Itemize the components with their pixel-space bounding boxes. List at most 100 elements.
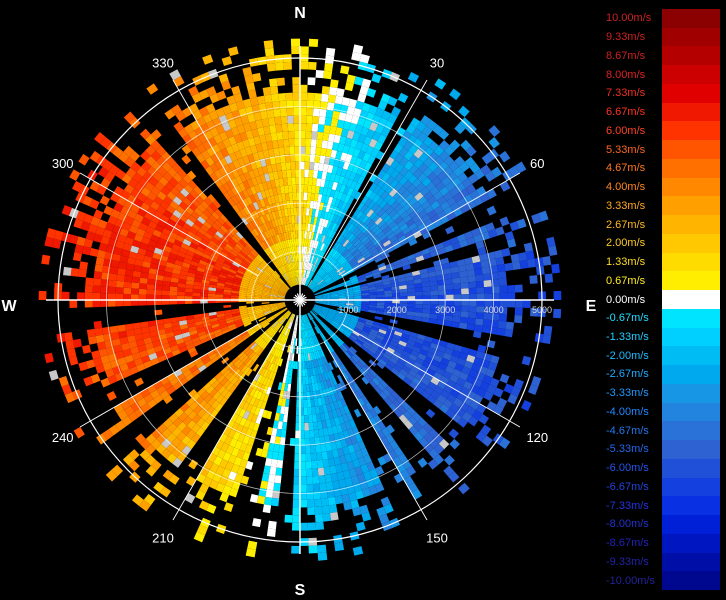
velocity-cell xyxy=(278,267,284,275)
velocity-cell xyxy=(290,231,294,240)
velocity-cell xyxy=(271,235,277,244)
velocity-cell xyxy=(340,320,349,326)
velocity-cell xyxy=(209,172,219,182)
velocity-cell xyxy=(438,289,446,296)
velocity-cell xyxy=(309,271,314,280)
velocity-cell xyxy=(180,365,190,374)
velocity-cell xyxy=(291,522,300,531)
velocity-cell xyxy=(361,487,371,498)
velocity-cell xyxy=(553,290,562,300)
velocity-cell xyxy=(306,484,314,493)
velocity-cell xyxy=(261,302,270,305)
velocity-cell xyxy=(143,393,154,404)
velocity-cell xyxy=(421,177,432,187)
velocity-cell xyxy=(370,344,379,352)
velocity-cell xyxy=(133,357,144,367)
velocity-cell xyxy=(357,319,366,324)
velocity-cell xyxy=(180,242,190,250)
velocity-cell xyxy=(215,465,225,476)
velocity-cell xyxy=(363,119,372,129)
velocity-cell xyxy=(340,363,348,372)
velocity-cell xyxy=(376,244,385,252)
colorbar-swatch xyxy=(662,158,720,179)
velocity-cell xyxy=(206,503,217,514)
velocity-cell xyxy=(371,342,380,349)
velocity-cell xyxy=(198,259,208,266)
velocity-cell xyxy=(140,271,149,279)
velocity-cell xyxy=(300,115,307,124)
velocity-cell xyxy=(306,115,313,124)
velocity-cell xyxy=(331,222,338,231)
velocity-cell xyxy=(225,278,234,284)
velocity-cell xyxy=(422,300,431,305)
velocity-cell xyxy=(399,354,409,362)
colorbar-swatch xyxy=(662,9,720,29)
velocity-cell xyxy=(174,333,184,341)
velocity-cell xyxy=(369,468,379,479)
velocity-cell xyxy=(263,125,271,135)
velocity-cell xyxy=(277,421,283,430)
velocity-cell xyxy=(305,123,313,132)
velocity-cell xyxy=(138,283,148,290)
velocity-cell xyxy=(345,304,354,308)
velocity-cell xyxy=(392,334,402,341)
velocity-cell xyxy=(222,369,231,378)
velocity-cell xyxy=(507,284,516,293)
velocity-cell xyxy=(422,422,433,433)
velocity-cell xyxy=(335,408,343,417)
velocity-cell xyxy=(157,237,167,246)
velocity-cell xyxy=(475,280,485,288)
velocity-cell xyxy=(145,145,156,156)
velocity-cell xyxy=(229,266,238,272)
velocity-cell xyxy=(475,371,486,382)
velocity-cell xyxy=(241,237,249,245)
velocity-cell xyxy=(326,279,334,285)
velocity-cell xyxy=(300,269,303,277)
velocity-cell xyxy=(222,485,232,496)
velocity-cell xyxy=(329,79,339,89)
velocity-cell xyxy=(471,255,481,264)
velocity-cell xyxy=(188,268,197,274)
velocity-cell xyxy=(287,360,292,369)
velocity-cell xyxy=(240,280,249,286)
velocity-cell xyxy=(337,143,345,153)
velocity-cell xyxy=(154,181,165,192)
velocity-cell xyxy=(289,313,294,322)
velocity-cell xyxy=(100,136,112,149)
velocity-cell xyxy=(141,355,151,364)
velocity-cell xyxy=(150,335,160,343)
velocity-cell xyxy=(258,263,266,271)
velocity-cell xyxy=(203,459,214,470)
velocity-cell xyxy=(161,161,172,172)
velocity-cell xyxy=(272,187,278,196)
velocity-cell xyxy=(226,319,235,324)
velocity-cell xyxy=(214,219,223,228)
velocity-cell xyxy=(387,197,397,206)
velocity-cell xyxy=(287,123,295,132)
colorbar-label: -4.67m/s xyxy=(606,424,649,437)
velocity-cell xyxy=(292,499,300,508)
velocity-cell xyxy=(465,263,475,271)
velocity-cell xyxy=(430,300,439,305)
velocity-cell xyxy=(166,432,177,443)
velocity-cell xyxy=(378,117,388,128)
velocity-cell xyxy=(439,186,450,197)
velocity-cell xyxy=(302,384,307,393)
velocity-cell xyxy=(304,230,308,239)
velocity-cell xyxy=(320,322,327,329)
colorbar-swatch xyxy=(662,496,720,516)
velocity-cell xyxy=(266,336,273,344)
velocity-cell xyxy=(475,274,484,282)
velocity-cell xyxy=(259,158,267,167)
velocity-cell xyxy=(200,293,208,297)
velocity-cell xyxy=(231,109,241,120)
velocity-cell xyxy=(361,302,370,305)
velocity-cell xyxy=(332,261,339,268)
velocity-cell xyxy=(441,176,452,187)
velocity-cell xyxy=(248,312,257,317)
velocity-cell xyxy=(221,248,230,256)
velocity-cell xyxy=(246,326,255,333)
velocity-cell xyxy=(242,393,250,402)
velocity-cell xyxy=(333,251,340,259)
velocity-cell xyxy=(196,327,205,334)
